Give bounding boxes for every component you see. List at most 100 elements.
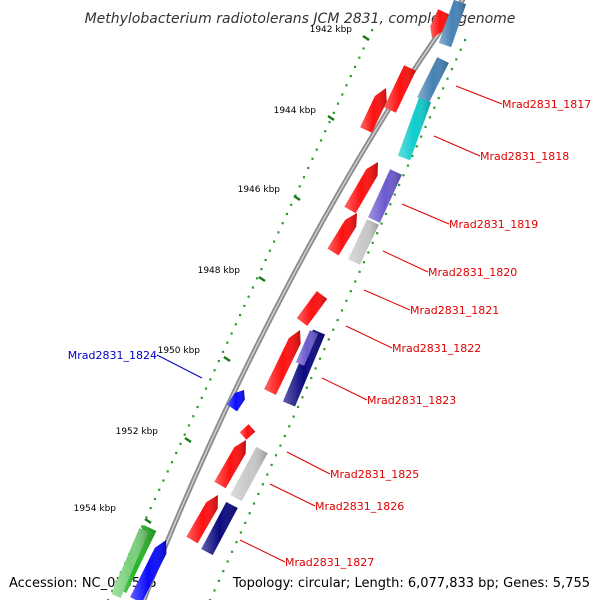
tick-dot — [324, 130, 327, 133]
label-leader-line — [156, 354, 203, 379]
tick-dot — [358, 56, 361, 59]
label-leader-line — [345, 325, 393, 349]
tick-dot — [264, 258, 267, 262]
tick-dot — [248, 512, 251, 515]
tick-dot — [283, 434, 286, 438]
tick-dot — [252, 502, 256, 505]
tick-dot — [341, 93, 344, 96]
gene-1820 — [327, 213, 357, 256]
tick-dot — [302, 176, 306, 179]
gene-label[interactable]: Mrad2831_1825 — [330, 468, 419, 481]
gene-1823-track2-shading — [283, 329, 325, 407]
gene-1826-shading — [186, 495, 218, 544]
kbp-tick-mark — [223, 355, 231, 363]
gene-label[interactable]: Mrad2831_1826 — [315, 500, 404, 513]
tick-dot — [213, 369, 216, 372]
gene-1816-track2-shading — [438, 0, 467, 48]
gene-1824-shading — [227, 390, 245, 412]
tick-dot — [459, 48, 462, 51]
tick-dot — [323, 347, 326, 351]
tick-dot — [239, 531, 242, 534]
tick-dot — [235, 541, 238, 544]
kbp-tick-labels: 1942 kbp 1944 kbp 1946 kbp 1948 kbp 1950 kbp… — [74, 25, 353, 514]
tick-dot — [315, 148, 318, 151]
gene-1817-track2 — [417, 57, 449, 103]
tick-dot — [230, 550, 234, 553]
gene-1817b-shading — [360, 88, 387, 133]
tick-dot — [327, 338, 330, 341]
gene-1823-track3-shading — [295, 330, 319, 366]
tick-dot — [415, 145, 418, 148]
gene-1817 — [384, 65, 416, 113]
tick-dot — [464, 39, 467, 42]
tick-dot — [371, 241, 374, 244]
tick-dot — [153, 497, 157, 501]
gene-1819-track2 — [368, 169, 402, 223]
gene-1820-track2 — [348, 219, 379, 265]
gene-1818-track2-shading — [397, 97, 432, 161]
gene-blue-bottom — [130, 540, 167, 600]
tick-dot — [450, 67, 454, 71]
tick-dot — [362, 261, 366, 264]
gene-green-b — [111, 528, 149, 598]
kbp-tick-label: 1954 kbp — [74, 504, 117, 514]
tick-dot — [310, 376, 313, 380]
tick-dot — [353, 65, 357, 68]
tick-dot — [345, 84, 348, 87]
kbp-tick-mark — [362, 34, 370, 42]
gene-label[interactable]: Mrad2831_1824 — [68, 349, 157, 362]
tick-dot — [349, 74, 352, 78]
tick-dot — [362, 47, 365, 50]
gene-1826 — [186, 495, 218, 544]
gene-label[interactable]: Mrad2831_1820 — [428, 266, 517, 279]
tick-dot — [389, 203, 392, 206]
gene-1827-track2-shading — [201, 501, 238, 556]
tick-dot — [305, 386, 308, 389]
gene-1817-track2-shading — [417, 57, 449, 103]
gene-label[interactable]: Mrad2831_1818 — [480, 150, 569, 163]
tick-dot — [332, 111, 335, 114]
genome-backbone-highlight — [143, 0, 464, 600]
gene-1826-track2 — [230, 446, 268, 502]
gene-1819-shading — [344, 162, 378, 214]
genome-backbone — [141, 0, 466, 600]
gene-label[interactable]: Mrad2831_1817 — [502, 98, 591, 111]
kbp-tick-label: 1950 kbp — [158, 346, 201, 356]
tick-dot — [277, 231, 280, 234]
topology-text: Topology: circular; Length: 6,077,833 bp… — [232, 576, 590, 591]
tick-dot — [226, 560, 229, 563]
tick-dot — [234, 323, 237, 326]
tick-dot — [162, 479, 165, 482]
gene-label[interactable]: Mrad2831_1822 — [392, 342, 481, 355]
kbp-tick-mark — [184, 436, 192, 444]
gene-label[interactable]: Mrad2831_1819 — [449, 218, 538, 231]
gene-1823-shading — [264, 330, 301, 395]
kbp-tick-mark — [293, 194, 301, 202]
gene-1823-track3 — [295, 330, 319, 366]
tick-dot — [332, 328, 335, 331]
gene-1826-track2-shading — [230, 446, 268, 502]
label-leader-line — [269, 483, 316, 507]
tick-dot — [307, 166, 310, 170]
tick-dot — [217, 359, 220, 363]
tick-dot — [179, 442, 182, 445]
tick-dot — [446, 77, 449, 80]
tick-dot — [230, 332, 233, 335]
gene-label[interactable]: Mrad2831_1827 — [285, 556, 374, 569]
tick-dot — [170, 461, 174, 464]
kbp-tick-label: 1942 kbp — [310, 25, 353, 35]
tick-dot — [336, 102, 340, 105]
tick-dot — [442, 87, 445, 90]
tick-dot — [247, 295, 250, 298]
gene-1823-track2 — [283, 329, 325, 407]
gene-label[interactable]: Mrad2831_1823 — [367, 394, 456, 407]
tick-dot — [149, 507, 152, 510]
tick-dot — [336, 319, 339, 322]
gene-features — [111, 0, 467, 600]
gene-label[interactable]: Mrad2831_1821 — [410, 304, 499, 317]
gene-labels: Mrad2831_1817 Mrad2831_1818 Mrad2831_1819 M… — [68, 98, 591, 569]
tick-dot — [402, 174, 405, 177]
tick-dot — [145, 516, 148, 519]
gene-1823 — [264, 330, 301, 395]
